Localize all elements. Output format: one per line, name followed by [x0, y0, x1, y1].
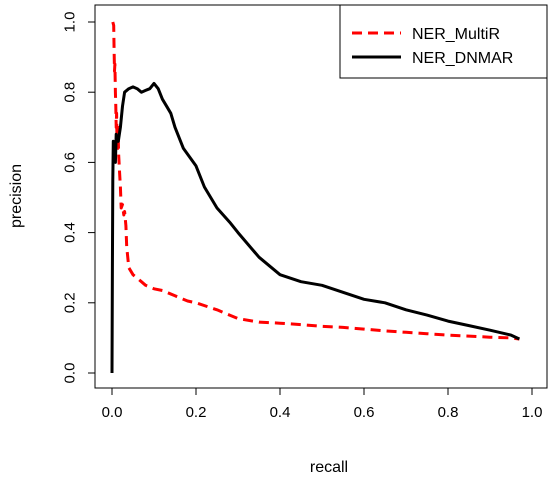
legend-label-ner-dnmar: NER_DNMAR: [412, 50, 513, 67]
y-tick-label: 1.0: [62, 12, 79, 33]
x-tick-label: 1.0: [522, 404, 543, 421]
x-tick-label: 0.8: [438, 404, 459, 421]
x-tick-label: 0.6: [354, 404, 375, 421]
x-tick-label: 0.2: [186, 404, 207, 421]
series-line-ner-dnmar: [110, 81, 521, 374]
y-axis-title: precision: [8, 164, 25, 228]
legend-label-ner-multir: NER_MultiR: [412, 26, 500, 43]
y-tick-label: 0.2: [62, 292, 79, 313]
x-axis: 0.0 0.2 0.4 0.6 0.8 1.0: [102, 387, 543, 421]
y-tick-label: 0.0: [62, 363, 79, 384]
y-tick-label: 0.4: [62, 222, 79, 243]
y-axis: 0.0 0.2 0.4 0.6 0.8 1.0: [62, 12, 96, 384]
y-tick-label: 0.6: [62, 152, 79, 173]
x-tick-label: 0.4: [270, 404, 291, 421]
x-axis-title: recall: [310, 459, 348, 476]
legend: NER_MultiR NER_DNMAR: [339, 4, 548, 79]
series-layer: [110, 21, 521, 374]
series-line-ner-multir: [111, 21, 520, 341]
x-tick-label: 0.0: [102, 404, 123, 421]
legend-box: [339, 4, 548, 79]
y-tick-label: 0.8: [62, 82, 79, 103]
